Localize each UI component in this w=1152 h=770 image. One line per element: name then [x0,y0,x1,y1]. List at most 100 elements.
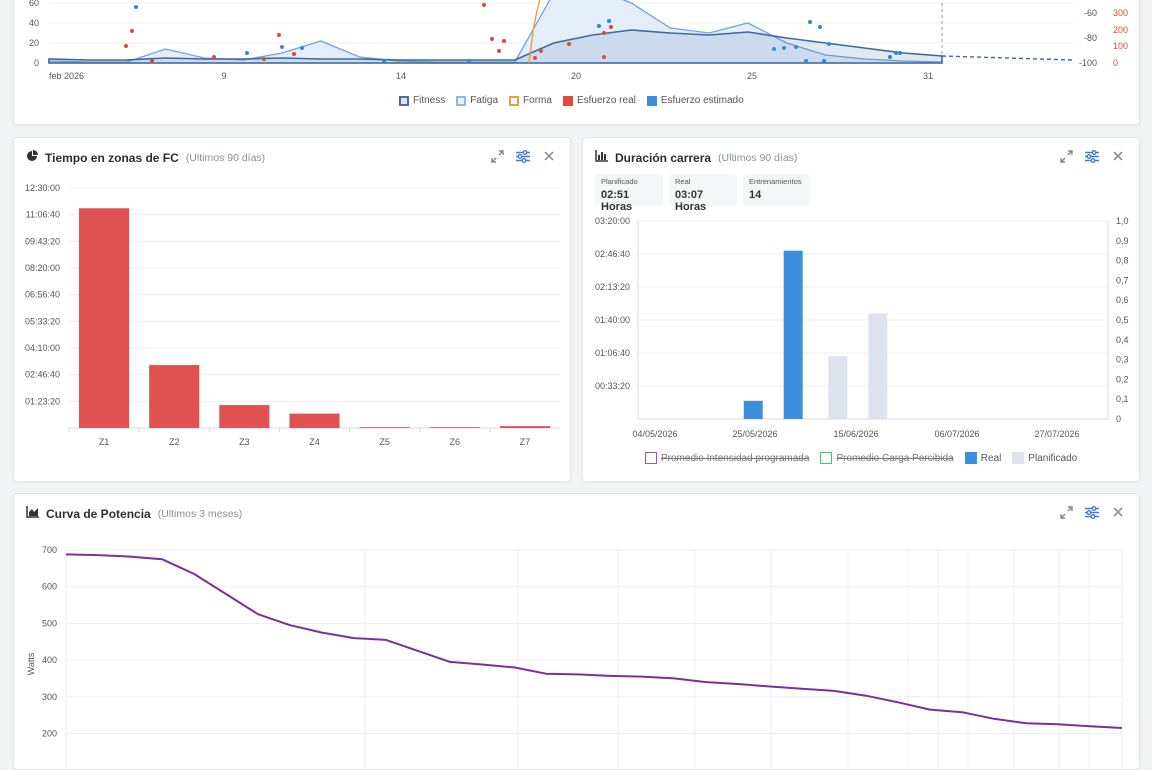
expand-icon[interactable] [490,149,504,163]
y-right-tick-label: 0 [1116,414,1121,424]
y-tick-label: 20 [29,38,39,48]
legend-esfuerzo-estimado[interactable]: Esfuerzo estimado [646,95,744,106]
esfuerzo-estimado-dot [827,42,831,46]
x-tick-label: Z5 [379,437,390,447]
y-right-tick-label: -80 [1084,33,1097,43]
y-tick-label: 08:20:00 [25,263,60,273]
y-tick-label: 0 [34,58,39,68]
bar-z3 [219,405,270,428]
y-tick-label: 11:06:40 [26,210,60,220]
esfuerzo-real-dot [130,29,134,33]
esfuerzo-estimado-dot [804,59,808,63]
legend-esfuerzo-real[interactable]: Esfuerzo real [562,95,636,106]
y-right-tick-label: 0,2 [1116,374,1129,384]
bar-z4 [289,413,340,428]
esfuerzo-real-dot [124,44,128,48]
esfuerzo-real-dot [602,31,606,35]
y-right-tick-label: 0,6 [1116,295,1129,305]
run-duration-title: Duración carrera (Ultimos 90 días) [595,150,797,165]
x-tick-label: 25/05/2026 [732,429,777,439]
y-tick-label: 05:33:20 [25,316,60,326]
y-tick-label: 09:43:20 [25,236,60,246]
x-tick-label: 14 [396,71,406,81]
expand-icon[interactable] [1059,505,1073,519]
legend-forma[interactable]: Forma [509,95,552,106]
expand-icon[interactable] [1059,149,1073,163]
bar-z7 [499,426,550,428]
legend-real[interactable]: Real [964,452,1001,464]
y-tick-label: 01:06:40 [595,348,630,358]
x-tick-label: 27/07/2026 [1034,429,1079,439]
esfuerzo-real-dot [212,55,216,59]
legend-fatiga[interactable]: Fatiga [456,95,498,106]
y-axis-label: Watts [26,652,36,675]
stat-entrenamientos: Entrenamientos 14 [743,174,810,206]
run-duration-legend: Promedio Intensidad programada Promedio … [645,452,1077,464]
x-tick-label: Z7 [520,437,531,447]
close-icon[interactable] [1111,149,1125,163]
y-right-tick-label: 0,1 [1116,394,1129,404]
bar-planificado [868,313,888,419]
esfuerzo-real-dot [262,57,266,61]
y-tick-label: 600 [42,582,57,592]
y-right-tick-label: 0,8 [1116,256,1129,266]
esfuerzo-real-dot [609,25,613,29]
sliders-icon[interactable] [1085,149,1099,163]
esfuerzo-estimado-dot [300,46,304,50]
close-icon[interactable] [542,149,556,163]
power-curve-line [65,553,1123,729]
esfuerzo-estimado-dot [597,24,601,28]
esfuerzo-estimado-dot [818,25,822,29]
forma-series [528,0,541,64]
x-tick-label: 25 [747,71,757,81]
y-right-tick-label: -60 [1084,8,1097,18]
y-right-outer-tick-label: 0 [1113,58,1118,68]
power-curve-chart: 200 300 400 500 600 700 Watts [26,545,1123,769]
run-duration-card: Duración carrera (Ultimos 90 días) Plani… [582,137,1140,482]
esfuerzo-real-dot [533,56,537,60]
y-tick-label: 03:20:00 [595,216,630,226]
y-right-tick-label: -100 [1079,58,1097,68]
y-right-outer-tick-label: 200 [1113,25,1128,35]
y-tick-label: 00:33:20 [595,381,630,391]
x-tick-label: 04/05/2026 [632,429,677,439]
y-tick-label: 300 [42,692,57,702]
sliders-icon[interactable] [516,149,530,163]
y-tick-label: 40 [29,18,39,28]
fitness-card: 0 20 40 60 -60 -80 -100 300 200 100 0 feb 2026 9 14 20… [13,0,1140,125]
x-tick-label: 20 [571,71,581,81]
esfuerzo-estimado-dot [245,51,249,55]
sliders-icon[interactable] [1085,505,1099,519]
y-right-tick-label: 0,5 [1116,315,1129,325]
esfuerzo-real-dot [602,55,606,59]
esfuerzo-estimado-dot [898,51,902,55]
bar-z1 [79,208,130,428]
y-tick-label: 02:46:40 [595,249,630,259]
esfuerzo-real-dot [150,59,154,63]
y-right-tick-label: 0,7 [1116,275,1129,285]
hr-zones-title: Tiempo en zonas de FC (Ultimos 90 días) [26,150,265,165]
power-curve-title: Curva de Potencia (Ultimos 3 meses) [26,506,242,521]
fitness-series [48,29,943,64]
x-tick-label: 31 [923,71,933,81]
esfuerzo-estimado-dot [772,47,776,51]
y-tick-label: 400 [42,655,57,665]
esfuerzo-real-dot [277,33,281,37]
legend-fitness[interactable]: Fitness [399,95,445,106]
x-tick-label: 15/06/2026 [833,429,878,439]
x-tick-label: Z6 [450,437,461,447]
x-tick-label: feb 2026 [49,71,84,81]
run-duration-chart: 03:20:00 02:46:40 02:13:20 01:40:00 01:06:40… [595,216,1129,439]
legend-carga-percibida[interactable]: Promedio Carga Percibida [820,452,954,464]
hr-zones-card: Tiempo en zonas de FC (Ultimos 90 días) … [13,137,571,482]
esfuerzo-estimado-dot [794,45,798,49]
y-right-tick-label: 0,3 [1116,355,1129,365]
power-curve-card: Curva de Potencia (Ultimos 3 meses) 200 3… [13,493,1140,770]
esfuerzo-estimado-dot [808,20,812,24]
legend-intensidad[interactable]: Promedio Intensidad programada [645,452,809,464]
y-tick-label: 500 [42,618,57,628]
y-tick-label: 01:23:20 [25,396,60,406]
close-icon[interactable] [1111,505,1125,519]
esfuerzo-estimado-dot [382,59,386,63]
legend-planificado[interactable]: Planificado [1012,452,1077,464]
